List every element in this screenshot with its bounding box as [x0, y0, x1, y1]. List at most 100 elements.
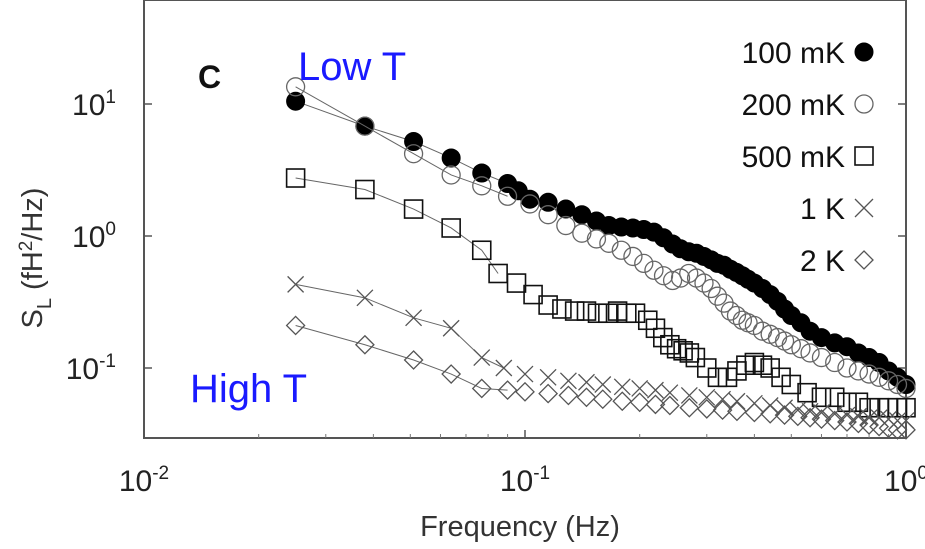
data-point — [599, 233, 619, 253]
data-point — [744, 315, 765, 336]
data-point — [613, 378, 631, 396]
data-point — [572, 223, 592, 243]
data-point — [774, 331, 795, 351]
data-point — [520, 194, 540, 214]
legend-marker — [854, 250, 874, 270]
data-point — [813, 404, 830, 421]
data-point — [800, 343, 820, 363]
data-point — [869, 367, 889, 387]
data-point — [556, 215, 576, 236]
legend-marker — [854, 146, 874, 166]
series-100-mk — [286, 91, 916, 394]
y-tick-label: 100 — [72, 219, 116, 254]
data-point — [744, 402, 765, 423]
data-point — [403, 144, 424, 164]
data-point — [538, 383, 559, 404]
data-point — [552, 299, 572, 319]
legend-marker — [854, 94, 874, 114]
data-point — [631, 379, 649, 397]
data-point — [441, 148, 461, 168]
data-point — [660, 334, 680, 355]
data-point — [744, 352, 765, 373]
data-point — [523, 284, 543, 305]
data-point — [506, 273, 527, 293]
data-point — [647, 381, 664, 399]
data-point — [285, 168, 306, 188]
data-point — [495, 359, 513, 377]
data-point — [520, 189, 540, 209]
data-point — [441, 218, 461, 238]
data-point — [760, 403, 781, 424]
y-axis-title-sub: L — [34, 298, 56, 309]
data-point — [801, 402, 819, 420]
data-point — [538, 205, 558, 225]
legend-label: 500 mK — [742, 141, 845, 174]
data-point — [497, 380, 518, 401]
y-axis-title-rest: (fH — [17, 251, 49, 298]
data-point — [685, 347, 706, 368]
data-point — [679, 397, 700, 418]
data-point — [860, 409, 878, 427]
x-axis-title: Frequency (Hz) — [420, 511, 620, 543]
data-point — [634, 253, 654, 274]
data-point — [679, 343, 700, 363]
data-point — [356, 289, 374, 307]
y-axis-title-sup: 2 — [16, 241, 37, 252]
data-point — [673, 340, 693, 361]
data-point — [727, 401, 747, 422]
data-point — [355, 179, 375, 200]
data-point — [629, 392, 650, 413]
data-point — [878, 418, 899, 439]
data-point — [558, 385, 579, 406]
legend-marker — [854, 198, 874, 218]
data-point — [896, 419, 916, 440]
data-point — [811, 409, 832, 430]
annotation-low-t: Low T — [298, 45, 406, 89]
data-point — [403, 350, 424, 370]
data-point — [824, 387, 845, 408]
data-point — [471, 240, 492, 261]
data-point — [515, 381, 535, 402]
legend-label: 2 K — [800, 245, 845, 278]
data-point — [586, 229, 607, 249]
x-tick-label: 100 — [884, 463, 925, 498]
data-point — [286, 91, 306, 111]
data-point — [285, 315, 306, 336]
data-point — [720, 301, 741, 321]
data-point — [707, 286, 728, 306]
data-point — [661, 384, 679, 402]
data-point — [774, 405, 795, 425]
data-point — [896, 378, 916, 399]
data-point — [848, 392, 869, 413]
data-point — [355, 116, 375, 136]
data-point — [791, 339, 811, 359]
data-point — [645, 394, 666, 415]
data-point — [824, 410, 845, 431]
series-line — [295, 324, 508, 391]
data-point — [472, 176, 492, 196]
data-point — [539, 368, 557, 386]
data-point — [771, 367, 791, 388]
data-point — [726, 305, 747, 326]
data-point — [811, 347, 832, 368]
data-point — [625, 303, 646, 324]
data-point — [837, 358, 857, 378]
data-point — [680, 386, 698, 404]
data-point — [887, 419, 908, 440]
legend-marker — [854, 42, 874, 62]
data-point — [653, 327, 673, 348]
data-point — [896, 397, 916, 418]
data-point — [752, 355, 773, 376]
y-tick-label: 10-1 — [66, 351, 116, 386]
series-line — [295, 283, 505, 369]
data-point — [576, 301, 597, 321]
data-point — [859, 364, 879, 384]
data-point — [441, 165, 461, 185]
series-2-k — [285, 315, 916, 440]
data-point — [797, 382, 817, 403]
data-point — [405, 309, 423, 327]
series-500-mk — [285, 168, 916, 418]
data-point — [696, 398, 717, 419]
series-line — [295, 86, 508, 197]
data-point — [473, 349, 491, 367]
